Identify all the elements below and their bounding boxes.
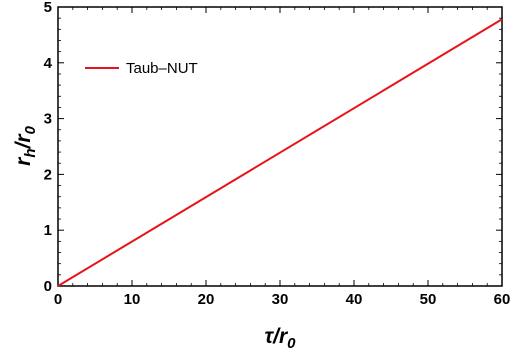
x-tick-label-10: 10	[124, 291, 141, 308]
x-tick-label-20: 20	[198, 291, 215, 308]
legend: Taub–NUT	[85, 60, 198, 77]
x-tick-label-40: 40	[346, 291, 363, 308]
legend-label-taub-nut: Taub–NUT	[126, 60, 198, 77]
tick-labels: 0 10 20 30 40 50 60 0 1 2 3 4 5	[44, 0, 511, 308]
x-tick-label-60: 60	[494, 291, 511, 308]
x-tick-label-0: 0	[54, 291, 62, 308]
y-axis-label: rh/r0	[12, 125, 39, 165]
ticks	[57, 6, 503, 287]
x-tick-label-30: 30	[272, 291, 289, 308]
plot-frame	[57, 6, 503, 287]
series-layer	[57, 18, 503, 287]
y-tick-label-5: 5	[44, 0, 52, 16]
y-tick-label-0: 0	[44, 278, 52, 295]
series-line-0	[57, 18, 503, 287]
x-axis-label: τ/r0	[265, 325, 297, 352]
x-tick-label-50: 50	[420, 291, 437, 308]
y-tick-label-1: 1	[44, 222, 52, 239]
y-tick-label-3: 3	[44, 111, 52, 128]
y-tick-label-2: 2	[44, 166, 52, 183]
y-tick-label-4: 4	[44, 55, 53, 72]
